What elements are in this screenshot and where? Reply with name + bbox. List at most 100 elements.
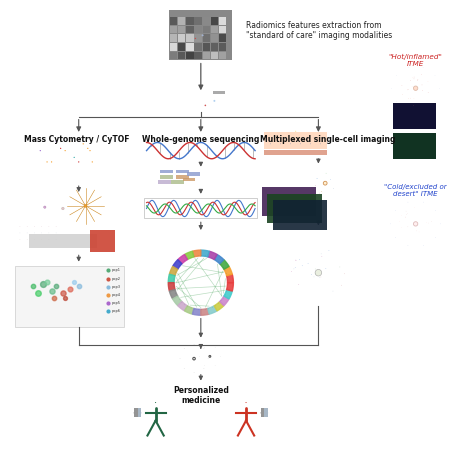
Bar xyxy=(194,51,202,59)
Bar xyxy=(90,230,115,253)
Circle shape xyxy=(84,204,87,207)
Circle shape xyxy=(330,179,331,180)
Wedge shape xyxy=(192,250,201,257)
Bar xyxy=(178,35,185,42)
Circle shape xyxy=(46,161,48,162)
Bar xyxy=(134,409,141,417)
Wedge shape xyxy=(227,283,233,291)
Wedge shape xyxy=(224,289,232,299)
Bar xyxy=(176,175,189,179)
Text: Personalized
medicine: Personalized medicine xyxy=(173,386,229,405)
Bar xyxy=(178,26,185,34)
Circle shape xyxy=(90,150,91,151)
Bar xyxy=(211,43,218,51)
Bar xyxy=(137,409,141,417)
Bar xyxy=(178,17,185,25)
Bar xyxy=(211,26,218,34)
Bar xyxy=(219,26,226,34)
Circle shape xyxy=(213,100,215,102)
Circle shape xyxy=(311,274,312,275)
Bar xyxy=(261,409,268,417)
Wedge shape xyxy=(224,266,232,276)
Bar xyxy=(202,35,210,42)
Point xyxy=(61,294,69,301)
Text: "Hot/inflamed"
ITME: "Hot/inflamed" ITME xyxy=(389,54,443,67)
Circle shape xyxy=(295,267,296,268)
Circle shape xyxy=(315,268,316,269)
Bar xyxy=(219,51,226,59)
Bar xyxy=(264,132,328,149)
Bar xyxy=(29,234,97,248)
Bar xyxy=(172,181,184,184)
Point xyxy=(43,278,51,285)
Wedge shape xyxy=(201,308,209,315)
Circle shape xyxy=(317,178,318,179)
Circle shape xyxy=(308,263,309,264)
Bar xyxy=(176,170,189,173)
Point xyxy=(50,294,58,301)
Point xyxy=(34,289,42,297)
Bar xyxy=(158,181,171,184)
Circle shape xyxy=(155,402,156,403)
Bar xyxy=(170,51,177,59)
Bar xyxy=(262,187,316,216)
Text: pop2: pop2 xyxy=(111,277,120,281)
Bar xyxy=(264,409,268,417)
Point xyxy=(52,283,60,290)
Wedge shape xyxy=(178,302,188,311)
Bar xyxy=(202,43,210,51)
Bar xyxy=(178,43,185,51)
Text: Multiplexed single-cell imaging: Multiplexed single-cell imaging xyxy=(260,135,395,144)
Bar xyxy=(264,150,328,155)
Bar xyxy=(169,10,232,60)
Circle shape xyxy=(193,357,195,360)
Text: Radiomics features extraction from
"standard of care" imaging modalities: Radiomics features extraction from "stan… xyxy=(246,21,392,40)
Bar xyxy=(219,35,226,42)
Circle shape xyxy=(315,185,316,186)
Bar xyxy=(187,172,200,176)
Wedge shape xyxy=(173,296,182,306)
Bar xyxy=(170,17,177,25)
Circle shape xyxy=(91,161,93,162)
Circle shape xyxy=(328,250,329,251)
Wedge shape xyxy=(214,254,224,264)
Circle shape xyxy=(293,268,294,269)
Circle shape xyxy=(44,206,46,208)
Circle shape xyxy=(291,271,292,272)
Text: Mass Cytometry / CyTOF: Mass Cytometry / CyTOF xyxy=(25,135,130,144)
Bar xyxy=(393,132,436,159)
Circle shape xyxy=(341,285,342,286)
Wedge shape xyxy=(208,306,217,314)
Bar xyxy=(273,200,327,230)
Circle shape xyxy=(64,150,66,151)
Circle shape xyxy=(290,143,291,144)
Circle shape xyxy=(315,269,322,276)
Bar xyxy=(393,103,436,129)
Circle shape xyxy=(319,277,320,278)
Bar xyxy=(144,197,257,218)
Bar xyxy=(194,35,202,42)
Bar xyxy=(16,266,124,327)
Circle shape xyxy=(34,226,35,227)
Text: pop1: pop1 xyxy=(111,268,120,273)
Circle shape xyxy=(78,161,79,162)
Bar xyxy=(211,17,218,25)
Text: pop3: pop3 xyxy=(111,285,120,289)
Wedge shape xyxy=(184,251,194,259)
Point xyxy=(71,278,78,285)
Bar xyxy=(178,51,185,59)
Circle shape xyxy=(321,191,322,192)
Wedge shape xyxy=(184,306,194,314)
Point xyxy=(75,283,82,290)
Circle shape xyxy=(204,105,206,106)
Bar xyxy=(219,17,226,25)
Circle shape xyxy=(40,150,41,151)
Point xyxy=(30,283,37,290)
Circle shape xyxy=(51,161,52,162)
Bar xyxy=(170,43,177,51)
Wedge shape xyxy=(173,260,182,269)
Text: Whole-genome sequencing: Whole-genome sequencing xyxy=(142,135,259,144)
Bar xyxy=(213,91,225,94)
Wedge shape xyxy=(168,283,175,291)
Point xyxy=(48,287,55,294)
